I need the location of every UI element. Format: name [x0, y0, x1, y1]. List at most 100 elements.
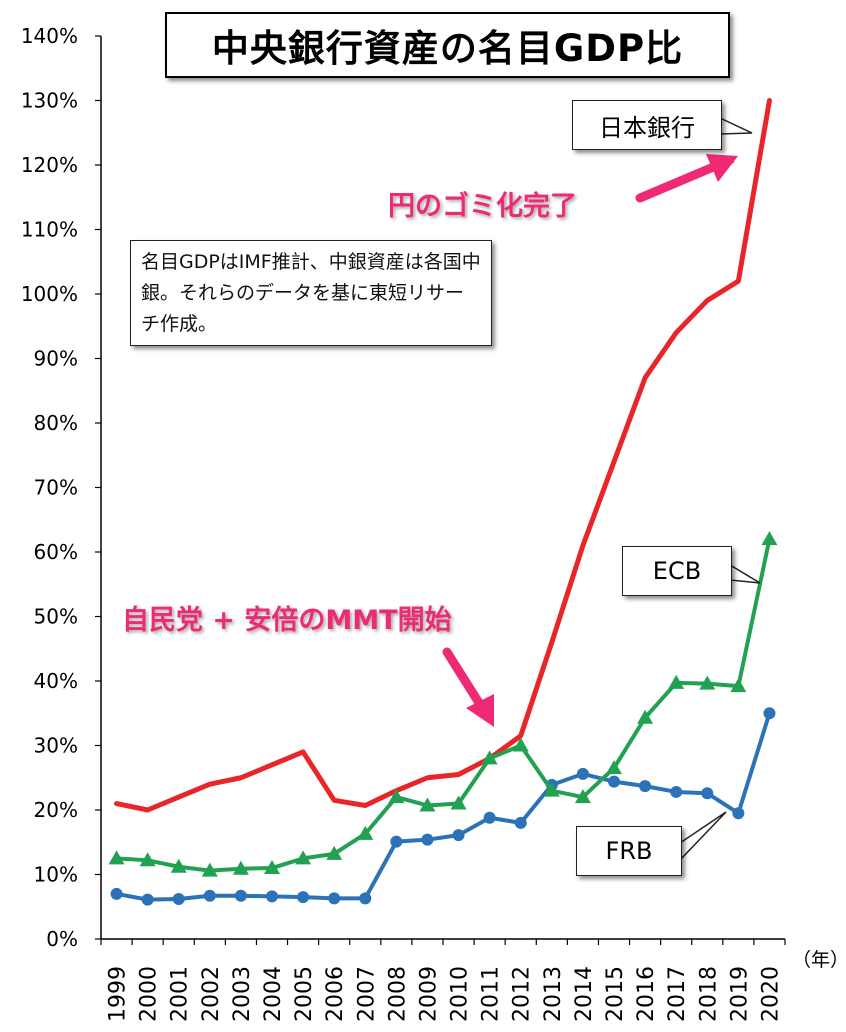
annotation-mmt-start: 自民党 + 安倍のMMT開始	[122, 605, 452, 636]
series-line-ecb	[114, 537, 772, 873]
x-tick-label: 2000	[137, 966, 162, 1022]
y-tick-label: 100%	[21, 282, 78, 306]
data-point-frb	[670, 785, 683, 798]
series-label-ecb: ECB	[622, 546, 732, 596]
y-tick-label: 20%	[34, 798, 78, 822]
data-point-ecb	[232, 860, 249, 875]
data-point-frb	[141, 893, 154, 906]
x-tick-label: 2008	[385, 966, 410, 1022]
series-label-frb: FRB	[576, 826, 682, 876]
series-layer	[108, 98, 778, 906]
data-point-ecb	[139, 852, 156, 867]
x-tick-label: 2003	[230, 966, 255, 1022]
series-line-boj	[114, 98, 772, 813]
y-tick-label: 10%	[34, 863, 78, 887]
data-point-ecb	[606, 760, 622, 775]
series-line-frb	[114, 711, 772, 902]
y-tick-label: 140%	[21, 24, 78, 48]
data-point-ecb	[481, 750, 498, 765]
x-tick-label: 1999	[106, 966, 131, 1022]
data-point-frb	[701, 787, 714, 800]
data-point-frb	[576, 767, 589, 780]
data-point-ecb	[512, 737, 529, 752]
chart-axes: 0% 10% 20% 30% 40% 50% 60% 70% 80% 90% 100% 110% 120…	[21, 24, 846, 1022]
data-point-frb	[234, 889, 247, 902]
series-frb	[110, 707, 776, 906]
data-point-frb	[203, 889, 216, 902]
data-point-ecb	[201, 862, 218, 877]
data-point-ecb	[761, 531, 778, 546]
x-tick-label: 2006	[323, 966, 348, 1022]
series-label-boj: 日本銀行	[572, 100, 722, 150]
data-point-ecb	[264, 860, 280, 875]
data-point-ecb	[108, 850, 125, 865]
annotation-yen-trash: 円のゴミ化完了	[388, 191, 577, 222]
x-tick-label: 2012	[510, 966, 535, 1022]
x-tick-label: 2015	[603, 966, 628, 1022]
x-tick-label: 2002	[199, 966, 224, 1022]
y-tick-label: 110%	[21, 218, 78, 242]
x-tick-label: 2020	[758, 966, 783, 1022]
data-point-frb	[483, 811, 496, 824]
y-tick-label: 60%	[34, 540, 78, 564]
data-point-frb	[421, 833, 434, 846]
data-point-frb	[608, 775, 620, 788]
x-tick-label: 2007	[354, 966, 379, 1022]
data-point-frb	[763, 707, 776, 720]
data-point-frb	[732, 807, 745, 820]
data-point-frb	[514, 816, 527, 829]
data-point-ecb	[357, 825, 374, 840]
x-tick-label: 2004	[261, 966, 286, 1022]
series-boj	[114, 98, 772, 813]
x-tick-label: 2016	[634, 966, 659, 1022]
data-point-frb	[328, 892, 341, 905]
data-point-ecb	[699, 675, 716, 690]
source-note: 名目GDPはIMF推計、中銀資産は各国中銀。それらのデータを基に東短リサーチ作成…	[130, 240, 492, 346]
x-tick-label: 2017	[665, 966, 690, 1022]
x-tick-label: 2013	[541, 966, 566, 1022]
yen-arrowhead	[706, 154, 738, 182]
mmt-arrowhead	[466, 694, 494, 727]
data-point-frb	[266, 890, 278, 903]
x-tick-label: 2005	[292, 966, 317, 1022]
chart-title: 中央銀行資産の名目GDP比	[165, 12, 730, 78]
y-tick-label: 130%	[21, 89, 78, 113]
data-point-frb	[172, 893, 185, 906]
data-point-ecb	[295, 850, 312, 865]
y-tick-label: 0%	[46, 927, 78, 951]
x-tick-label: 2014	[572, 966, 597, 1022]
data-point-ecb	[574, 789, 591, 804]
data-point-ecb	[450, 795, 467, 810]
data-point-ecb	[543, 782, 560, 797]
x-tick-label: 2011	[479, 966, 504, 1022]
y-tick-label: 40%	[34, 669, 78, 693]
x-tick-label: 2009	[416, 966, 441, 1022]
y-tick-label: 120%	[21, 153, 78, 177]
data-point-ecb	[388, 789, 405, 804]
series-ecb	[108, 531, 778, 877]
boj-callout-pointer	[719, 116, 753, 135]
data-point-frb	[110, 887, 123, 900]
x-tick-label: 2019	[727, 966, 752, 1022]
y-tick-label: 30%	[34, 734, 78, 758]
y-tick-label: 50%	[34, 605, 78, 629]
data-point-ecb	[637, 709, 654, 724]
y-tick-label: 90%	[34, 347, 78, 371]
x-unit-label: （年）	[792, 949, 846, 971]
x-tick-label: 2018	[696, 966, 721, 1022]
callout-arrows	[442, 116, 761, 862]
x-tick-label: 2001	[168, 966, 193, 1022]
data-point-ecb	[326, 845, 343, 860]
data-point-ecb	[730, 678, 747, 693]
y-tick-label: 80%	[34, 411, 78, 435]
data-point-ecb	[419, 797, 436, 812]
data-point-ecb	[668, 674, 685, 689]
data-point-frb	[390, 835, 403, 848]
data-point-frb	[452, 829, 465, 842]
x-tick-label: 2010	[448, 966, 473, 1022]
ecb-callout-pointer	[729, 563, 761, 584]
y-tick-label: 70%	[34, 476, 78, 500]
data-point-ecb	[170, 858, 187, 873]
data-point-frb	[297, 891, 310, 904]
